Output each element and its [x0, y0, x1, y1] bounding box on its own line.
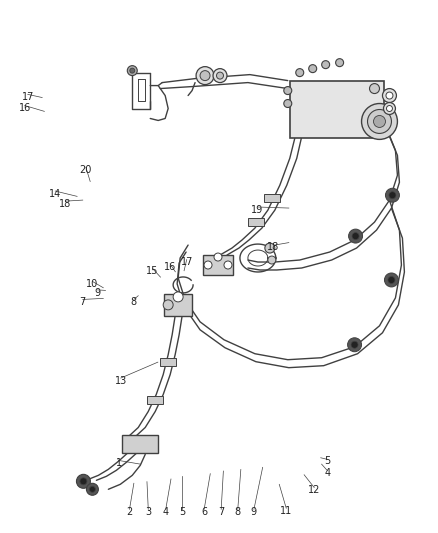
Circle shape [296, 69, 304, 77]
Text: 1: 1 [116, 458, 122, 468]
Text: 14: 14 [49, 189, 61, 199]
Circle shape [388, 277, 395, 284]
Text: 8: 8 [235, 507, 241, 517]
Circle shape [214, 253, 222, 261]
Text: 11: 11 [280, 506, 292, 516]
Text: 18: 18 [59, 199, 71, 209]
Bar [147, 395, 163, 403]
Circle shape [385, 273, 399, 287]
Text: 5: 5 [179, 507, 185, 517]
Circle shape [213, 69, 227, 83]
Circle shape [386, 92, 393, 99]
Text: 18: 18 [268, 243, 280, 252]
Circle shape [351, 341, 358, 348]
Circle shape [348, 338, 361, 352]
Circle shape [89, 486, 95, 492]
Text: 9: 9 [95, 287, 101, 297]
Bar [164, 294, 192, 316]
Circle shape [349, 229, 363, 243]
Text: 15: 15 [146, 266, 159, 276]
Text: 2: 2 [127, 507, 133, 517]
Text: 16: 16 [164, 262, 176, 271]
Circle shape [127, 66, 137, 76]
Text: 9: 9 [251, 507, 257, 517]
Text: 4: 4 [324, 467, 330, 478]
Bar [264, 194, 280, 202]
Text: 3: 3 [145, 507, 152, 517]
Circle shape [336, 59, 343, 67]
Circle shape [86, 483, 99, 495]
Text: 7: 7 [80, 297, 86, 307]
Circle shape [382, 88, 396, 102]
Circle shape [370, 84, 379, 94]
Circle shape [196, 67, 214, 85]
Circle shape [352, 232, 359, 240]
Circle shape [80, 478, 87, 485]
Circle shape [216, 72, 223, 79]
Bar [122, 435, 158, 454]
Bar [203, 255, 233, 275]
Circle shape [284, 86, 292, 94]
Text: 16: 16 [18, 103, 31, 113]
Circle shape [309, 64, 317, 72]
Circle shape [173, 292, 183, 302]
Circle shape [361, 103, 397, 140]
Text: 10: 10 [86, 279, 99, 289]
Circle shape [130, 68, 135, 73]
Text: 5: 5 [324, 456, 330, 466]
Circle shape [204, 261, 212, 269]
Bar [290, 80, 385, 139]
Circle shape [265, 243, 275, 253]
Bar [248, 218, 264, 226]
Circle shape [284, 100, 292, 108]
Circle shape [224, 261, 232, 269]
Circle shape [385, 188, 399, 202]
Text: 17: 17 [21, 92, 34, 102]
Text: 13: 13 [115, 376, 127, 386]
Circle shape [200, 71, 210, 80]
Text: 12: 12 [308, 484, 320, 495]
Circle shape [321, 61, 330, 69]
Circle shape [163, 300, 173, 310]
Text: 7: 7 [218, 507, 224, 517]
Circle shape [367, 109, 392, 133]
Circle shape [389, 192, 396, 199]
Text: 6: 6 [201, 507, 207, 517]
Circle shape [77, 474, 90, 488]
Text: 8: 8 [131, 297, 137, 307]
Text: 17: 17 [180, 257, 193, 267]
Circle shape [268, 256, 276, 264]
Bar [160, 358, 176, 366]
Text: 19: 19 [251, 205, 264, 215]
Text: 4: 4 [162, 507, 169, 517]
Circle shape [374, 116, 385, 127]
Circle shape [386, 106, 392, 111]
Circle shape [384, 102, 396, 115]
Text: 20: 20 [80, 165, 92, 175]
